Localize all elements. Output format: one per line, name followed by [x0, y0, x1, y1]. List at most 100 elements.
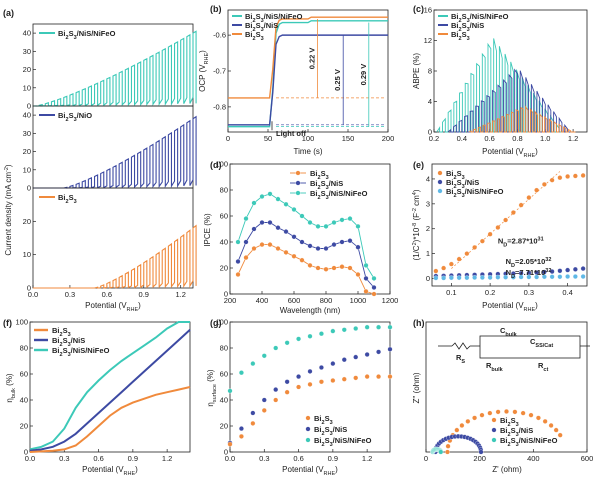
y-tick-label: 1: [426, 249, 430, 258]
data-point: [495, 274, 501, 280]
delta-label: 0.22 V: [308, 48, 317, 70]
delta-label: 0.25 V: [333, 69, 342, 91]
y-tick-label: 0: [224, 290, 228, 299]
data-point: [261, 407, 267, 413]
y-tick-label: 8: [428, 67, 432, 76]
y-tick-label: 30: [23, 47, 31, 56]
data-point: [296, 374, 302, 380]
data-point: [448, 275, 454, 281]
data-point: [565, 173, 571, 179]
data-point: [534, 187, 540, 193]
plot-frame: [425, 321, 588, 453]
data-point: [548, 423, 554, 428]
data-point: [487, 275, 493, 280]
y-tick-label: 20: [220, 264, 228, 273]
data-point: [363, 288, 369, 294]
subplot-a-1: 0 10 20 30 40 Bi2S3/NiO: [23, 105, 197, 193]
data-point: [487, 410, 493, 416]
data-point: [243, 255, 249, 261]
data-point: [487, 231, 493, 237]
fit-line: [451, 171, 561, 269]
legend-label: Bi2S3/NiS: [500, 426, 533, 438]
data-point: [363, 275, 369, 281]
data-point: [464, 275, 470, 281]
data-point: [347, 238, 353, 244]
data-point: [275, 196, 281, 202]
data-point: [528, 412, 534, 418]
x-tick-label: 0.6: [93, 454, 103, 463]
data-point: [580, 266, 586, 272]
y-tick-label: 0: [27, 284, 31, 293]
data-point: [283, 249, 289, 255]
data-point: [299, 239, 305, 245]
circuit-loop: [479, 335, 581, 359]
data-point: [526, 274, 532, 280]
x-tick-label: 200: [224, 296, 237, 305]
data-point: [307, 381, 313, 387]
y-tick-label: 100: [215, 160, 228, 169]
x-tick-label: 0: [424, 454, 428, 463]
data-point: [557, 432, 563, 438]
y-tick-label: 2: [426, 224, 430, 233]
series-line: [237, 193, 375, 279]
data-point: [330, 361, 336, 367]
x-axis-label-e: Potential (VRHE): [482, 301, 538, 313]
data-point: [267, 242, 273, 248]
legend-label: Bi2S3/NiS/NiFeO: [446, 187, 504, 199]
data-point: [456, 256, 462, 262]
data-point: [534, 274, 540, 280]
data-point: [387, 324, 393, 330]
legend-label: Bi2S3: [446, 169, 465, 181]
data-point: [459, 423, 465, 428]
x-tick-label: 400: [256, 296, 269, 305]
data-point: [542, 418, 548, 424]
data-point: [518, 202, 524, 208]
data-point: [387, 346, 393, 352]
legend-label: Bi2S3/NiS: [446, 178, 479, 190]
y-tick-label: 60: [220, 212, 228, 221]
data-point: [318, 379, 324, 385]
data-point: [331, 265, 337, 271]
legend-marker: [437, 170, 443, 176]
data-point: [557, 268, 563, 274]
legend-marker: [491, 427, 497, 433]
data-point: [572, 173, 578, 179]
legend-label: Bi2S3/NiS: [310, 179, 343, 191]
legend-label: Bi2S3: [500, 416, 519, 428]
legend-label: Bi2S3/NiS: [245, 21, 278, 33]
plot-frame: [32, 187, 194, 289]
data-point: [510, 274, 516, 280]
data-point: [315, 265, 321, 271]
x-tick-label: 0.8: [512, 134, 522, 143]
x-tick-label: 0.3: [524, 288, 534, 297]
panel-label-h: (h): [413, 318, 425, 328]
data-point: [479, 412, 485, 418]
data-point: [235, 272, 241, 277]
data-point: [572, 274, 578, 279]
y-tick-label: 10: [23, 165, 31, 174]
x-tick-label: 1000: [350, 296, 367, 305]
data-point: [364, 324, 370, 330]
panel-label-e: (e): [413, 160, 424, 170]
x-axis-label-c: Potential (VRHE): [482, 147, 538, 159]
x-tick-label: 50: [264, 134, 272, 143]
data-point: [227, 441, 233, 447]
data-point: [331, 220, 337, 225]
y-tick-label: 20: [23, 65, 31, 74]
data-point: [323, 266, 329, 272]
data-point: [330, 378, 336, 383]
data-point: [503, 274, 509, 280]
light-off-label: Light off: [276, 129, 306, 138]
x-tick-label: 0.1: [446, 288, 456, 297]
data-point: [273, 397, 279, 403]
y-tick-label: 40: [220, 396, 228, 405]
legend-label: Bi2S3/NiS/NiFeO: [310, 189, 368, 201]
x-tick-label: 0.6: [484, 134, 494, 143]
data-point: [339, 239, 345, 245]
data-point: [371, 275, 377, 281]
legend-marker: [437, 179, 443, 185]
data-point: [353, 354, 359, 360]
nd-annotation: ND=2.05*1032: [506, 257, 552, 269]
data-point: [364, 352, 370, 357]
